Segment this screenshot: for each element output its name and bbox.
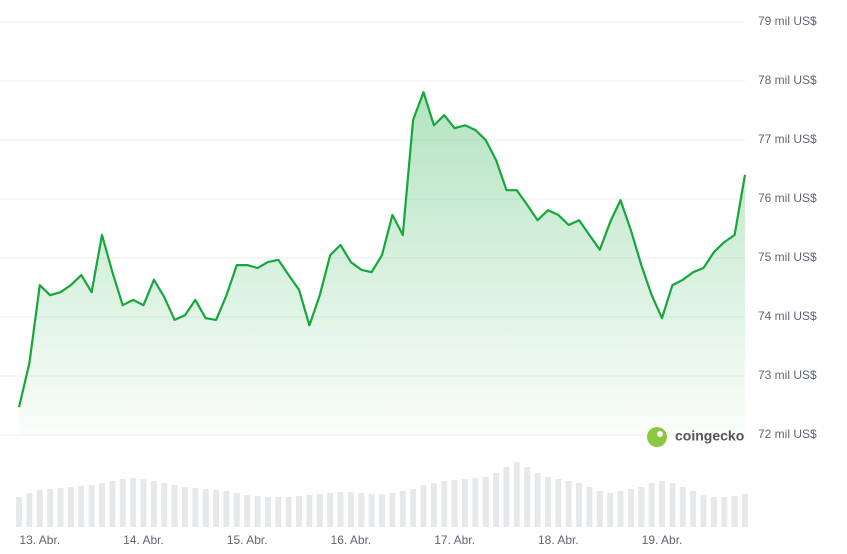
volume-bar — [192, 488, 199, 527]
volume-bar — [140, 479, 147, 527]
y-tick-label: 75 mil US$ — [758, 250, 817, 264]
volume-bar — [576, 483, 583, 527]
volume-bar — [513, 462, 520, 527]
volume-bar — [399, 491, 406, 527]
volume-bar — [264, 497, 271, 527]
x-tick-label: 14. Abr. — [123, 533, 164, 547]
volume-bar — [36, 490, 43, 527]
brand-logo: coingecko — [647, 427, 744, 447]
volume-bar — [544, 477, 551, 527]
volume-bar — [638, 487, 645, 527]
volume-bar — [472, 478, 479, 527]
volume-bar — [700, 495, 707, 527]
volume-bar — [731, 496, 738, 527]
volume-bar — [337, 492, 344, 527]
volume-bar — [181, 487, 188, 527]
volume-bar — [254, 496, 261, 527]
volume-bar — [358, 493, 365, 527]
y-tick-label: 78 mil US$ — [758, 73, 817, 87]
volume-bar — [742, 494, 748, 527]
volume-bar — [503, 467, 510, 527]
volume-bar — [379, 494, 386, 527]
y-tick-label: 73 mil US$ — [758, 368, 817, 382]
volume-bar — [233, 493, 240, 527]
volume-bar — [648, 483, 655, 527]
volume-bar — [617, 491, 624, 527]
volume-bar — [420, 485, 427, 527]
volume-bar — [78, 486, 85, 527]
volume-bar — [710, 497, 717, 527]
volume-bar — [389, 493, 396, 527]
volume-bar — [202, 489, 209, 527]
volume-bar — [586, 487, 593, 527]
volume-bar — [244, 495, 251, 527]
volume-bar — [327, 493, 334, 527]
y-tick-label: 76 mil US$ — [758, 191, 817, 205]
volume-bar — [171, 485, 178, 527]
volume-bar — [721, 497, 728, 527]
y-tick-label: 72 mil US$ — [758, 427, 817, 441]
volume-bar — [26, 493, 33, 527]
volume-bar — [461, 479, 468, 527]
volume-bar — [275, 497, 282, 527]
area-fill — [19, 92, 745, 435]
volume-bar — [679, 487, 686, 527]
x-tick-label: 16. Abr. — [331, 533, 372, 547]
volume-bar — [161, 483, 168, 527]
volume-bar — [607, 493, 614, 527]
x-tick-label: 15. Abr. — [227, 533, 268, 547]
x-tick-label: 17. Abr. — [434, 533, 475, 547]
volume-bar — [669, 483, 676, 527]
volume-bar — [306, 495, 313, 527]
x-tick-label: 19. Abr. — [642, 533, 683, 547]
volume-bar — [130, 478, 137, 527]
volume-bar — [565, 481, 572, 527]
volume-bar — [690, 491, 697, 527]
brand-name: coingecko — [675, 428, 744, 444]
price-line — [17, 91, 747, 408]
volume-bar — [659, 481, 666, 527]
volume-bar — [410, 489, 417, 527]
volume-bar — [524, 467, 531, 527]
volume-bar — [493, 473, 500, 527]
y-tick-label: 77 mil US$ — [758, 132, 817, 146]
x-tick-label: 18. Abr. — [538, 533, 579, 547]
volume-bar — [451, 480, 458, 527]
volume-bar — [16, 497, 23, 527]
y-tick-label: 74 mil US$ — [758, 309, 817, 323]
volume-bar — [596, 491, 603, 527]
volume-bar — [347, 492, 354, 527]
volume-bar — [88, 485, 95, 527]
volume-bar — [285, 497, 292, 527]
volume-bar — [119, 479, 126, 527]
volume-bar — [430, 483, 437, 527]
volume-bar — [534, 473, 541, 527]
volume-bar — [213, 490, 220, 527]
volume-bar — [627, 489, 634, 527]
volume-bar — [57, 488, 64, 527]
volume-bar — [441, 481, 448, 527]
volume-bar — [482, 477, 489, 527]
volume-bar — [296, 496, 303, 527]
volume-bar — [67, 487, 74, 527]
volume-bar — [99, 483, 106, 527]
y-tick-label: 79 mil US$ — [758, 14, 817, 28]
volume-bar — [555, 479, 562, 527]
x-tick-label: 13. Abr. — [19, 533, 60, 547]
volume-bar — [109, 481, 116, 527]
volume-bar — [316, 494, 323, 527]
volume-bar — [368, 494, 375, 527]
volume-bar — [47, 489, 54, 527]
volume-bar — [150, 481, 157, 527]
volume-bar — [223, 491, 230, 527]
